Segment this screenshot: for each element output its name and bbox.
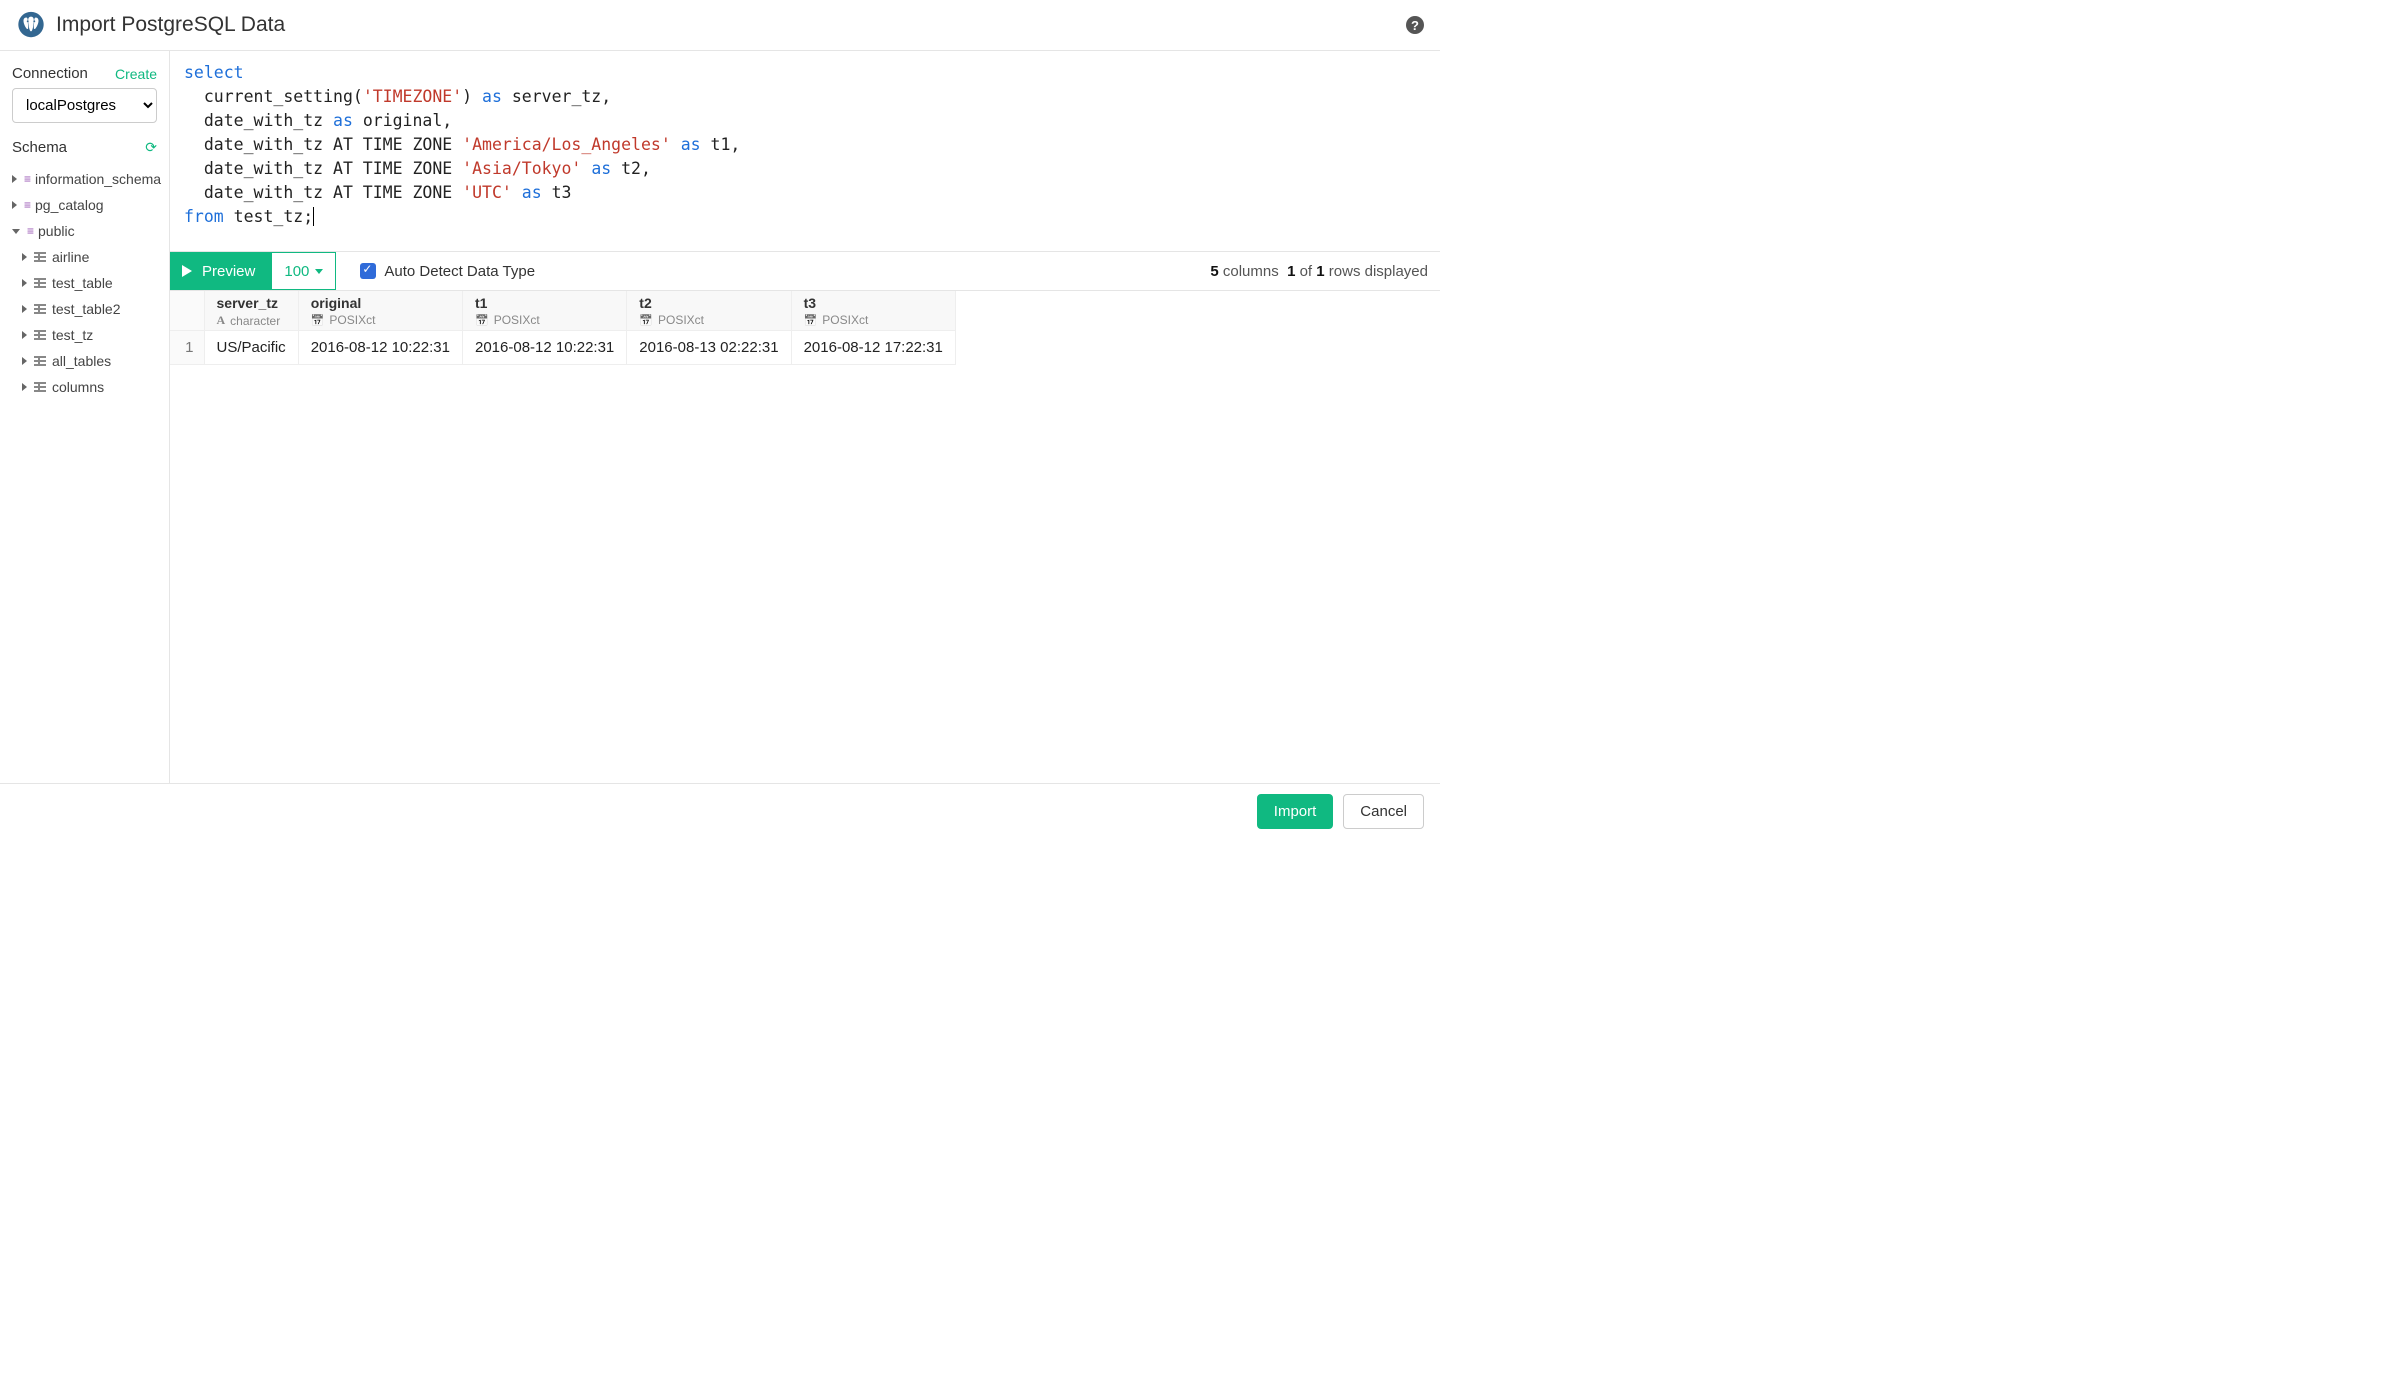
schema-label: Schema bbox=[12, 139, 67, 156]
caret-icon bbox=[22, 357, 27, 365]
auto-detect-checkbox[interactable] bbox=[360, 263, 376, 279]
result-table: server_tzcharacteroriginalPOSIXctt1POSIX… bbox=[170, 291, 956, 365]
help-icon[interactable]: ? bbox=[1406, 16, 1424, 34]
table-cell: 2016-08-12 17:22:31 bbox=[791, 331, 955, 365]
auto-detect-label: Auto Detect Data Type bbox=[384, 263, 535, 280]
column-header[interactable]: t2POSIXct bbox=[627, 291, 791, 331]
row-status: 5 columns 1 of 1 rows displayed bbox=[1210, 263, 1440, 280]
schema-name: pg_catalog bbox=[35, 197, 104, 213]
table-item-test-tz[interactable]: test_tz bbox=[12, 322, 157, 348]
titlebar: Import PostgreSQL Data ? bbox=[0, 0, 1440, 51]
table-name: all_tables bbox=[52, 353, 111, 369]
create-connection-link[interactable]: Create bbox=[115, 66, 157, 82]
schema-name: information_schema bbox=[35, 171, 161, 187]
result-toolbar: Preview 100 Auto Detect Data Type 5 colu… bbox=[170, 251, 1440, 291]
table-icon bbox=[34, 278, 46, 288]
page-title: Import PostgreSQL Data bbox=[56, 13, 1406, 37]
schema-icon: ≡ bbox=[27, 224, 32, 238]
table-name: test_table2 bbox=[52, 301, 121, 317]
table-cell: 2016-08-12 10:22:31 bbox=[298, 331, 462, 365]
column-header[interactable]: t3POSIXct bbox=[791, 291, 955, 331]
preview-button[interactable]: Preview bbox=[170, 252, 271, 290]
refresh-icon[interactable]: ⟳ bbox=[145, 139, 157, 156]
connection-select[interactable]: localPostgres bbox=[12, 88, 157, 123]
table-cell: 2016-08-13 02:22:31 bbox=[627, 331, 791, 365]
table-icon bbox=[34, 304, 46, 314]
table-item-test-table2[interactable]: test_table2 bbox=[12, 296, 157, 322]
caret-icon bbox=[22, 331, 27, 339]
table-name: test_tz bbox=[52, 327, 93, 343]
caret-icon bbox=[22, 383, 27, 391]
table-item-airline[interactable]: airline bbox=[12, 244, 157, 270]
column-header[interactable]: originalPOSIXct bbox=[298, 291, 462, 331]
table-header-row: server_tzcharacteroriginalPOSIXctt1POSIX… bbox=[170, 291, 955, 331]
chevron-down-icon bbox=[315, 269, 323, 274]
table-cell: US/Pacific bbox=[204, 331, 298, 365]
caret-down-icon bbox=[12, 229, 20, 234]
column-header[interactable]: t1POSIXct bbox=[462, 291, 626, 331]
table-icon bbox=[34, 252, 46, 262]
dialog-footer: Import Cancel bbox=[0, 783, 1440, 839]
caret-icon bbox=[12, 175, 17, 183]
table-cell: 2016-08-12 10:22:31 bbox=[462, 331, 626, 365]
column-header[interactable]: server_tzcharacter bbox=[204, 291, 298, 331]
play-icon bbox=[182, 265, 192, 277]
table-name: test_table bbox=[52, 275, 113, 291]
table-name: columns bbox=[52, 379, 104, 395]
table-icon bbox=[34, 356, 46, 366]
schema-tree: ≡ information_schema ≡ pg_catalog ≡ publ… bbox=[12, 166, 157, 400]
caret-icon bbox=[22, 305, 27, 313]
table-item-columns[interactable]: columns bbox=[12, 374, 157, 400]
table-name: airline bbox=[52, 249, 89, 265]
postgres-logo-icon bbox=[16, 10, 46, 40]
schema-item-pg-catalog[interactable]: ≡ pg_catalog bbox=[12, 192, 157, 218]
sql-editor[interactable]: select current_setting('TIMEZONE') as se… bbox=[170, 51, 1440, 251]
table-row[interactable]: 1US/Pacific2016-08-12 10:22:312016-08-12… bbox=[170, 331, 955, 365]
sidebar: Connection Create localPostgres Schema ⟳… bbox=[0, 51, 170, 783]
caret-icon bbox=[12, 201, 17, 209]
schema-icon: ≡ bbox=[24, 172, 29, 186]
table-item-test-table[interactable]: test_table bbox=[12, 270, 157, 296]
caret-icon bbox=[22, 279, 27, 287]
schema-item-public[interactable]: ≡ public bbox=[12, 218, 157, 244]
table-item-all-tables[interactable]: all_tables bbox=[12, 348, 157, 374]
table-icon bbox=[34, 330, 46, 340]
import-button[interactable]: Import bbox=[1257, 794, 1334, 829]
caret-icon bbox=[22, 253, 27, 261]
auto-detect-toggle[interactable]: Auto Detect Data Type bbox=[360, 263, 535, 280]
schema-icon: ≡ bbox=[24, 198, 29, 212]
connection-label: Connection bbox=[12, 65, 88, 82]
preview-label: Preview bbox=[202, 263, 255, 280]
cancel-button[interactable]: Cancel bbox=[1343, 794, 1424, 829]
table-icon bbox=[34, 382, 46, 392]
schema-name: public bbox=[38, 223, 75, 239]
row-limit-dropdown[interactable]: 100 bbox=[271, 252, 336, 290]
schema-item-information-schema[interactable]: ≡ information_schema bbox=[12, 166, 157, 192]
row-limit-value: 100 bbox=[284, 263, 309, 280]
